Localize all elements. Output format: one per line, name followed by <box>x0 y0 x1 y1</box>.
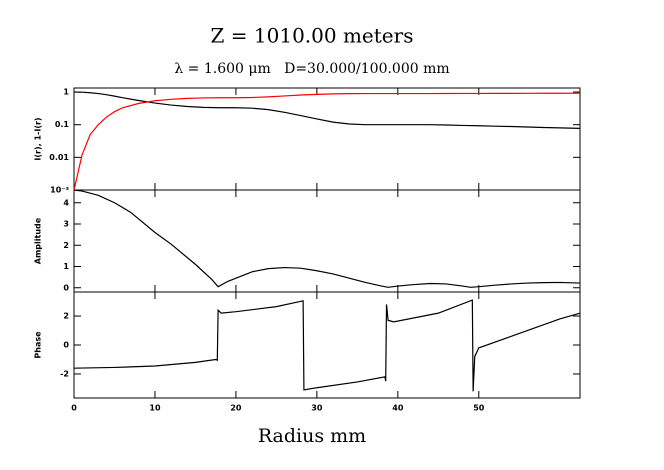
y-tick-label: 4 <box>63 198 69 207</box>
x-tick-label: 30 <box>311 404 323 413</box>
y-tick-label: 1 <box>63 88 69 97</box>
data-line <box>73 189 581 288</box>
data-line <box>73 91 581 129</box>
y-tick-label: 0 <box>63 341 69 350</box>
y-axis-label: Amplitude <box>34 217 43 264</box>
y-axis-label: I(r), 1-I(r) <box>34 117 43 160</box>
chart-subtitle: λ = 1.600 μm D=30.000/100.000 mm <box>174 61 449 77</box>
data-line <box>73 299 581 392</box>
x-axis-label: Radius mm <box>258 425 366 447</box>
y-tick-label: 10⁻³ <box>50 186 69 195</box>
y-tick-label: 2 <box>63 312 69 321</box>
y-tick-label: 0.01 <box>49 153 69 162</box>
x-tick-label: 0 <box>71 404 77 413</box>
y-tick-label: 3 <box>63 220 69 229</box>
x-tick-label: 10 <box>149 404 161 413</box>
plot-frame <box>73 87 581 191</box>
x-tick-label: 40 <box>392 404 404 413</box>
y-tick-label: -2 <box>60 369 69 378</box>
y-tick-label: 0 <box>63 283 69 292</box>
y-axis-label: Phase <box>34 331 43 359</box>
chart-title: Z = 1010.00 meters <box>211 24 414 48</box>
x-tick-label: 50 <box>473 404 485 413</box>
y-tick-label: 0.1 <box>55 120 70 129</box>
y-tick-label: 2 <box>63 241 69 250</box>
x-tick-label: 20 <box>230 404 242 413</box>
data-line <box>73 92 581 191</box>
plot-frame <box>73 291 581 399</box>
plot-frame <box>73 189 581 293</box>
y-tick-label: 1 <box>63 262 69 271</box>
